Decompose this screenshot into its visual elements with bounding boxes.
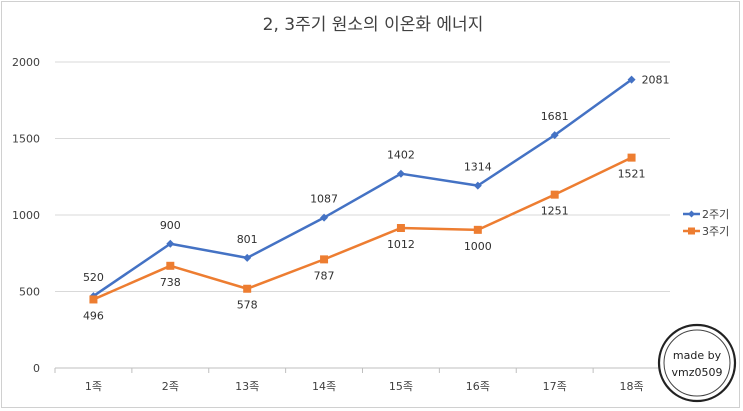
point-2주기-16족 <box>473 181 482 190</box>
series-line-2주기 <box>92 78 633 298</box>
x-tick-label-13족: 13족 <box>235 380 259 393</box>
point-2주기-13족 <box>243 253 252 262</box>
grid-lines <box>55 61 670 292</box>
x-tick-label-15족: 15족 <box>389 380 413 393</box>
data-label-3주기-15족: 1012 <box>387 238 415 251</box>
x-tick-label-1족: 1족 <box>85 380 102 393</box>
stamp-line1: made by <box>673 349 722 362</box>
chart-title: 2, 3주기 원소의 이온화 에너지 <box>263 15 484 35</box>
data-label-3주기-17족: 1251 <box>541 205 569 218</box>
y-tick-label-500: 500 <box>19 286 40 299</box>
data-label-2주기-18족: 2081 <box>642 74 670 87</box>
data-label-2주기-14족: 1087 <box>310 193 338 206</box>
stamp-ring-inner <box>663 329 731 397</box>
legend-label-3주기: 3주기 <box>702 225 729 238</box>
legend-marker-3주기 <box>688 227 695 235</box>
y-tick-label-1000: 1000 <box>12 209 40 222</box>
y-tick-label-1500: 1500 <box>12 133 40 146</box>
point-3주기-18족 <box>627 153 636 162</box>
x-tick-label-2족: 2족 <box>162 380 179 393</box>
data-label-2주기-1족: 520 <box>83 271 104 284</box>
x-tick-label-16족: 16족 <box>466 380 490 393</box>
point-2주기-14족 <box>320 213 329 222</box>
x-tick-label-18족: 18족 <box>620 380 644 393</box>
series-line-3주기 <box>92 156 633 301</box>
legend-label-2주기: 2주기 <box>702 208 729 221</box>
stamp-ring-outer <box>657 323 737 403</box>
point-3주기-17족 <box>550 190 559 199</box>
data-label-2주기-13족: 801 <box>237 233 258 246</box>
data-label-3주기-16족: 1000 <box>464 240 492 253</box>
maker-stamp: made by vmz0509 <box>657 323 737 403</box>
point-2주기-17족 <box>550 131 559 140</box>
point-3주기-2족 <box>166 261 175 270</box>
point-3주기-15족 <box>396 224 405 233</box>
x-axis: 1족 2족 13족 14족 15족 16족 17족 18족 <box>54 367 671 393</box>
data-label-2주기-16족: 1314 <box>464 161 492 174</box>
legend-marker-2주기 <box>688 210 695 218</box>
data-label-3주기-13족: 578 <box>237 299 258 312</box>
x-tick-label-17족: 17족 <box>543 380 567 393</box>
data-label-2주기-2족: 900 <box>160 219 181 232</box>
y-tick-label-0: 0 <box>33 362 40 375</box>
y-tick-label-2000: 2000 <box>12 56 40 69</box>
point-2주기-2족 <box>166 239 175 248</box>
y-axis-ticks: 0 500 1000 1500 2000 <box>12 56 40 375</box>
data-label-3주기-14족: 787 <box>314 269 335 282</box>
point-2주기-15족 <box>396 169 405 178</box>
point-3주기-13족 <box>243 284 252 293</box>
stamp-line2: vmz0509 <box>672 366 723 379</box>
point-3주기-16족 <box>473 225 482 234</box>
data-label-2주기-15족: 1402 <box>387 149 415 162</box>
data-label-3주기-18족: 1521 <box>618 168 646 181</box>
data-label-3주기-2족: 738 <box>160 276 181 289</box>
data-label-3주기-1족: 496 <box>83 309 104 322</box>
point-3주기-14족 <box>320 255 329 264</box>
data-labels: 520 900 801 1087 1402 1314 1681 2081 496 738 578 78… <box>83 74 670 323</box>
x-tick-label-14족: 14족 <box>312 380 336 393</box>
data-label-2주기-17족: 1681 <box>541 110 569 123</box>
point-3주기-1족 <box>89 295 98 304</box>
point-2주기-18족 <box>627 75 636 84</box>
series-group <box>89 75 636 304</box>
